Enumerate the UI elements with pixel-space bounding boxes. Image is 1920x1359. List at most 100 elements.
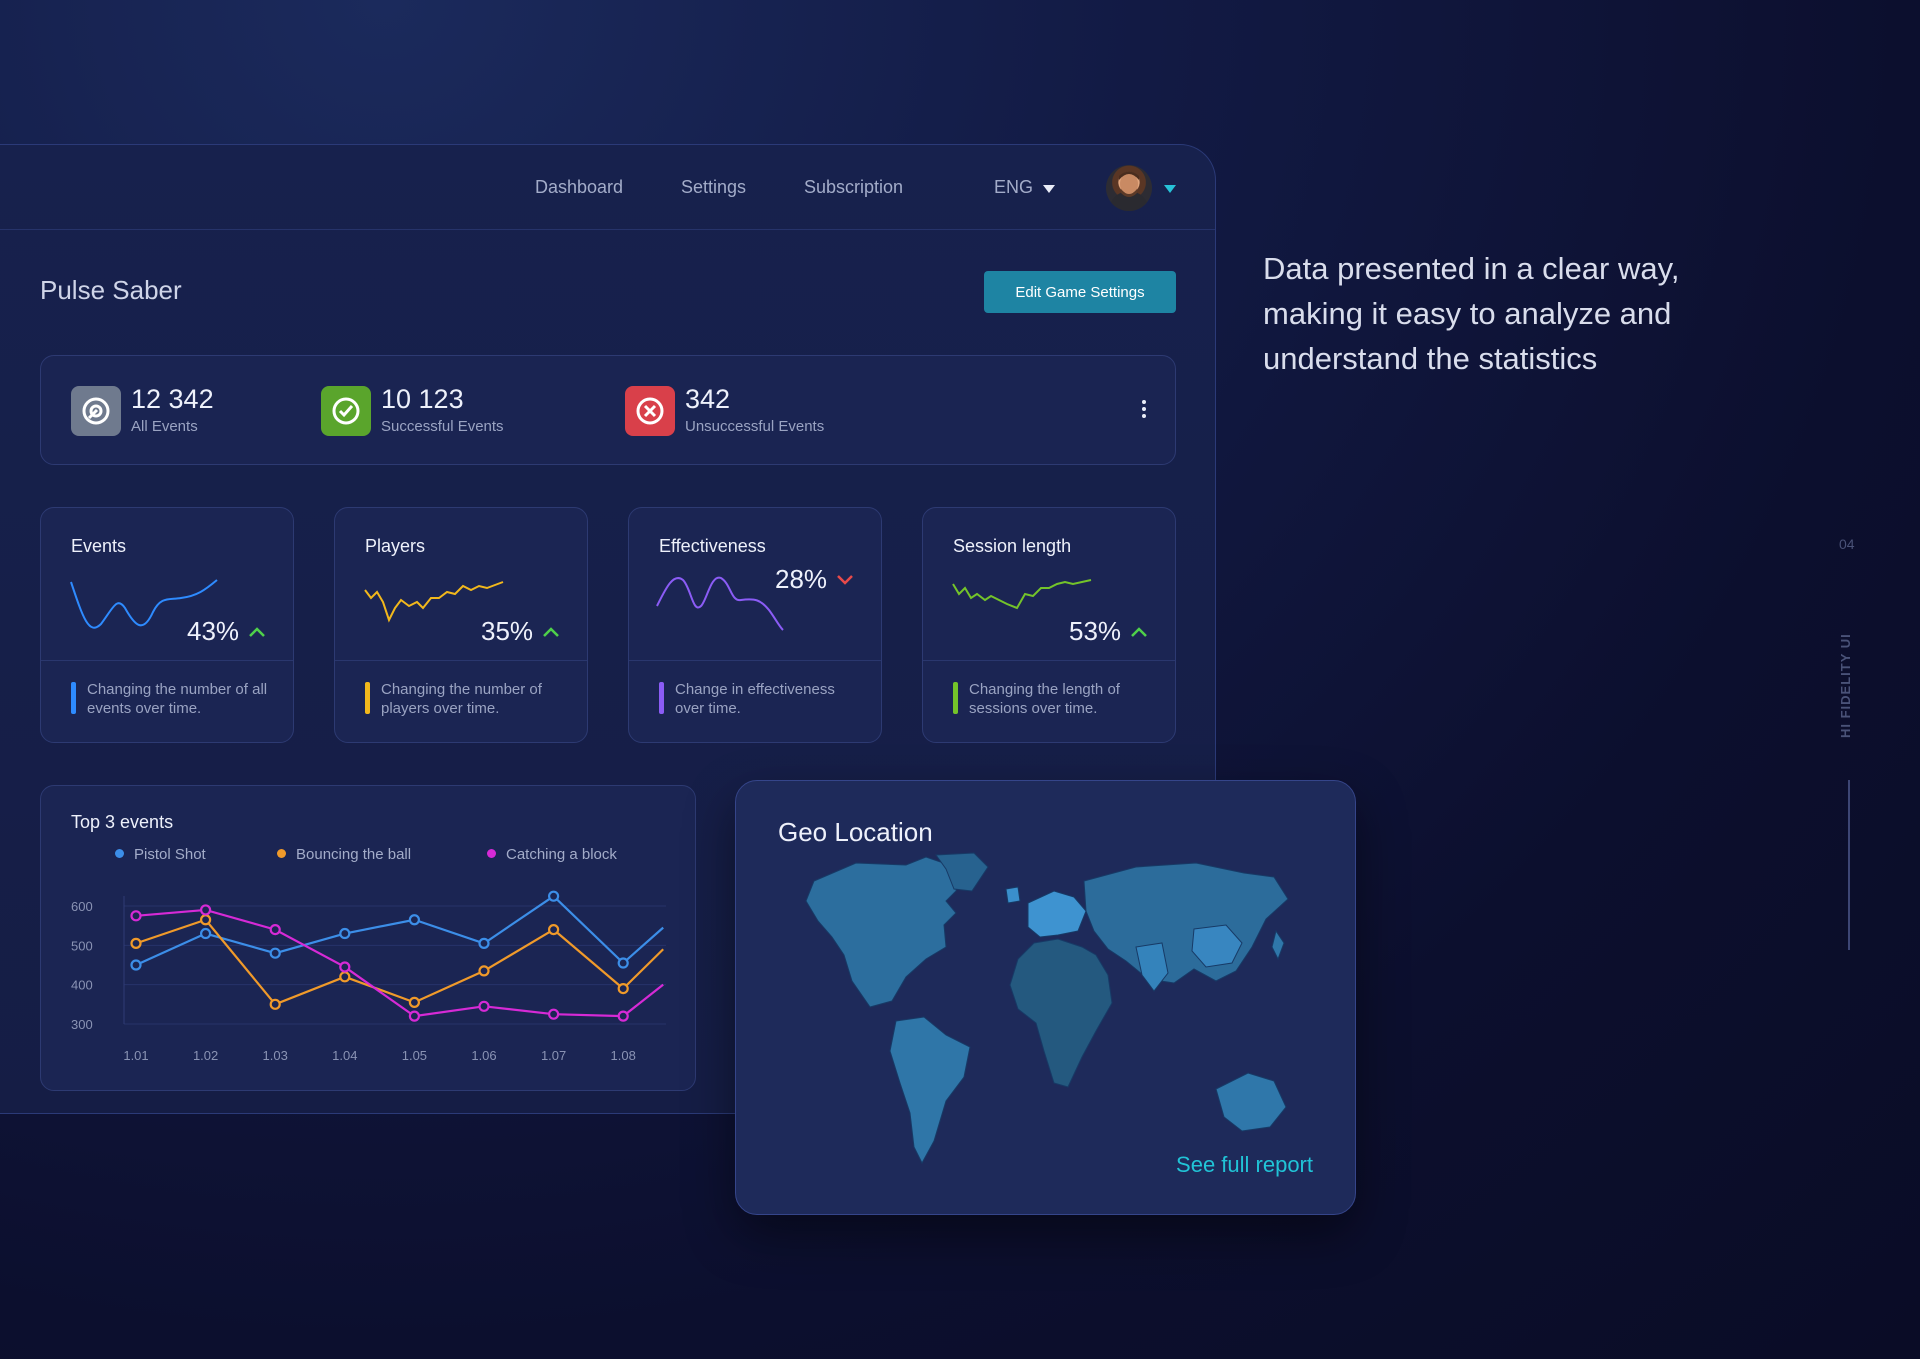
data-point[interactable] — [408, 996, 420, 1008]
x-tick-label: 1.02 — [193, 1048, 218, 1063]
data-point[interactable] — [339, 961, 351, 973]
data-point[interactable] — [130, 959, 142, 971]
y-tick-label: 500 — [71, 938, 93, 953]
session-length-sparkline — [952, 579, 1092, 610]
target-icon — [71, 386, 121, 436]
y-tick-label: 300 — [71, 1017, 93, 1032]
x-tick-label: 1.03 — [263, 1048, 288, 1063]
data-point[interactable] — [547, 890, 560, 902]
card-percent: 28% — [775, 564, 828, 594]
card-accent-bar — [365, 682, 370, 714]
card-events: Events 43% Changing the number of all ev… — [40, 507, 294, 743]
summary-label: All Events — [131, 418, 198, 435]
world-map[interactable] — [796, 851, 1296, 1171]
geo-title: Geo Location — [778, 817, 933, 847]
account-chevron-down-icon[interactable] — [1164, 185, 1176, 193]
x-tick-label: 1.08 — [611, 1048, 636, 1063]
card-effectiveness: Effectiveness 28% Change in effectivenes… — [628, 507, 882, 743]
data-point[interactable] — [478, 937, 490, 949]
card-title: Session length — [953, 536, 1072, 556]
top-navigation: Dashboard Settings Subscription ENG — [0, 145, 1215, 230]
x-tick-label: 1.05 — [402, 1048, 427, 1063]
side-divider — [1848, 780, 1850, 950]
legend-catching-a-block[interactable]: Catching a block — [487, 846, 617, 863]
data-point[interactable] — [269, 998, 281, 1010]
tagline: Data presented in a clear way, making it… — [1263, 251, 1680, 376]
data-point[interactable] — [200, 904, 212, 916]
nav-settings[interactable]: Settings — [681, 177, 747, 197]
x-tick-label: 1.01 — [123, 1048, 148, 1063]
card-percent: 43% — [187, 616, 240, 646]
data-point[interactable] — [339, 927, 351, 940]
x-tick-label: 1.04 — [332, 1048, 357, 1063]
summary-value: 12 342 — [131, 384, 214, 414]
card-description: Changing the number of players over time… — [381, 681, 542, 717]
dashboard-panel: Dashboard Settings Subscription ENG Puls… — [0, 144, 1216, 1114]
target-check-icon — [321, 386, 371, 436]
page-number: 04 — [1839, 536, 1855, 552]
trend-up-icon — [249, 627, 265, 637]
nav-subscription[interactable]: Subscription — [804, 177, 904, 197]
target-cross-icon — [625, 386, 675, 436]
card-accent-bar — [953, 682, 958, 714]
data-point[interactable] — [547, 924, 560, 936]
data-point[interactable] — [617, 983, 629, 995]
trend-down-icon — [837, 575, 853, 585]
language-selector[interactable]: ENG — [994, 177, 1034, 197]
summary-label: Unsuccessful Events — [685, 418, 825, 435]
effectiveness-sparkline — [656, 576, 784, 631]
data-point[interactable] — [547, 1008, 560, 1020]
data-point[interactable] — [617, 957, 629, 969]
card-accent-bar — [659, 682, 664, 714]
x-tick-label: 1.06 — [471, 1048, 496, 1063]
top-events-chart-card: Top 3 events Pistol Shot Bouncing the ba… — [40, 785, 696, 1091]
events-sparkline — [70, 579, 218, 629]
card-title: Events — [71, 536, 127, 556]
card-session-length: Session length 53% Changing the length o… — [922, 507, 1176, 743]
card-description: Change in effectiveness over time. — [675, 681, 835, 717]
more-options-icon[interactable] — [1142, 400, 1146, 421]
data-point[interactable] — [478, 965, 490, 977]
user-avatar[interactable] — [1106, 165, 1152, 211]
data-point[interactable] — [408, 1010, 420, 1022]
data-point[interactable] — [130, 937, 142, 949]
side-label: HI FIDELITY UI — [1838, 633, 1853, 738]
geo-location-card: Geo Location See full report — [735, 780, 1356, 1215]
card-players: Players 35% Changing the number of playe… — [334, 507, 588, 743]
card-title: Effectiveness — [659, 536, 766, 556]
summary-value: 10 123 — [381, 384, 464, 414]
data-point[interactable] — [408, 914, 420, 926]
card-divider — [41, 660, 293, 661]
card-percent: 53% — [1069, 616, 1122, 646]
language-chevron-down-icon[interactable] — [1043, 185, 1055, 193]
data-point[interactable] — [339, 971, 351, 983]
players-sparkline — [364, 581, 504, 623]
nav-dashboard[interactable]: Dashboard — [535, 177, 624, 197]
legend-pistol-shot[interactable]: Pistol Shot — [115, 846, 206, 863]
card-description: Changing the number of all events over t… — [87, 681, 268, 717]
chart-title: Top 3 events — [71, 812, 174, 832]
top-events-line-chart: 300 400 500 600 1.01 1.02 1.03 1.04 1.05 1.06 1.07… — [71, 890, 666, 1063]
see-full-report-link[interactable]: See full report — [1176, 1152, 1313, 1177]
card-percent: 35% — [481, 616, 534, 646]
data-point[interactable] — [269, 924, 281, 936]
data-point[interactable] — [478, 1000, 490, 1012]
card-divider — [335, 660, 587, 661]
y-tick-label: 600 — [71, 899, 93, 914]
card-divider — [629, 660, 881, 661]
data-point[interactable] — [130, 910, 142, 922]
legend-bouncing-the-ball[interactable]: Bouncing the ball — [277, 846, 411, 863]
summary-value: 342 — [685, 384, 731, 414]
edit-game-settings-button[interactable]: Edit Game Settings — [984, 271, 1176, 313]
trend-up-icon — [543, 627, 559, 637]
data-point[interactable] — [617, 1010, 629, 1022]
events-summary: 12 342 All Events 10 123 Successful Even… — [40, 355, 1176, 465]
series-line-1 — [135, 918, 664, 1006]
data-point[interactable] — [200, 927, 212, 940]
card-accent-bar — [71, 682, 76, 714]
data-point[interactable] — [269, 947, 281, 959]
card-divider — [923, 660, 1175, 661]
data-point[interactable] — [200, 914, 212, 926]
summary-label: Successful Events — [381, 418, 504, 435]
x-tick-label: 1.07 — [541, 1048, 566, 1063]
